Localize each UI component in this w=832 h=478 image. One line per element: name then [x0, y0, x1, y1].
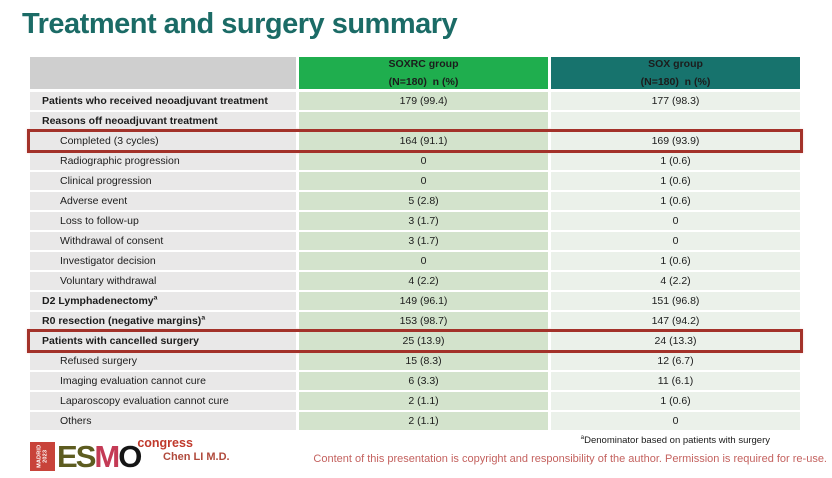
- presenter-name: Chen LI M.D.: [163, 451, 230, 463]
- header-empty-cell: [30, 57, 296, 89]
- row-label: Patients who received neoadjuvant treatm…: [30, 92, 296, 110]
- table-row: R0 resection (negative margins)a 153 (98.…: [30, 312, 800, 330]
- soxrc-value-cell: 2 (1.1): [299, 412, 548, 430]
- soxrc-value-cell: 0: [299, 252, 548, 270]
- sox-value-cell: 0: [551, 212, 800, 230]
- row-label: Imaging evaluation cannot cure: [30, 372, 296, 390]
- soxrc-value-cell: 25 (13.9): [299, 332, 548, 350]
- soxrc-value-cell: 0: [299, 172, 548, 190]
- footnote-text: Denominator based on patients with surge…: [584, 435, 770, 446]
- footnote-superscript: a: [580, 433, 585, 441]
- table-row: Patients who received neoadjuvant treatm…: [30, 92, 800, 110]
- table-row: Radiographic progression 0 1 (0.6): [30, 152, 800, 170]
- table-row: Investigator decision 0 1 (0.6): [30, 252, 800, 270]
- soxrc-value-cell: 2 (1.1): [299, 392, 548, 410]
- table-row-highlighted: Patients with cancelled surgery 25 (13.9)…: [27, 329, 803, 353]
- sox-value-cell: 12 (6.7): [551, 352, 800, 370]
- row-label-superscript: a: [153, 294, 158, 302]
- row-label: Laparoscopy evaluation cannot cure: [30, 392, 296, 410]
- table-row: D2 Lymphadenectomya 149 (96.1) 151 (96.8): [30, 292, 800, 310]
- esmo-logo-text: ESMO: [57, 439, 142, 474]
- row-label: Voluntary withdrawal: [30, 272, 296, 290]
- esmo-congress-logo: MADRID 2023 ESMO congress: [30, 436, 193, 474]
- table-header-row: SOXRC group (N=180) n (%) SOX group (N=1…: [30, 57, 800, 89]
- row-label: Radiographic progression: [30, 152, 296, 170]
- table-footnote: aDenominator based on patients with surg…: [580, 433, 770, 446]
- header-soxrc-group: SOXRC group (N=180) n (%): [299, 57, 548, 89]
- soxrc-value-cell: 15 (8.3): [299, 352, 548, 370]
- table-row: Clinical progression 0 1 (0.6): [30, 172, 800, 190]
- soxrc-value-cell: [299, 112, 548, 130]
- row-label: Others: [30, 412, 296, 430]
- table-row: Withdrawal of consent 3 (1.7) 0: [30, 232, 800, 250]
- sox-value-cell: 0: [551, 232, 800, 250]
- header-sox-title: SOX group: [648, 58, 703, 70]
- header-sox-group: SOX group (N=180) n (%): [551, 57, 800, 89]
- table-row: Voluntary withdrawal 4 (2.2) 4 (2.2): [30, 272, 800, 290]
- sox-value-cell: 147 (94.2): [551, 312, 800, 330]
- madrid-2023-label: MADRID 2023: [36, 444, 49, 469]
- table-body: Patients who received neoadjuvant treatm…: [27, 92, 803, 430]
- sox-value-cell: 24 (13.3): [551, 332, 800, 350]
- row-label: R0 resection (negative margins)a: [30, 312, 296, 330]
- sox-value-cell: 151 (96.8): [551, 292, 800, 310]
- soxrc-value-cell: 164 (91.1): [299, 132, 548, 150]
- soxrc-value-cell: 3 (1.7): [299, 232, 548, 250]
- madrid-2023-badge: MADRID 2023: [30, 442, 55, 471]
- sox-value-cell: 169 (93.9): [551, 132, 800, 150]
- header-sox-subtitle: (N=180) n (%): [640, 76, 711, 88]
- soxrc-value-cell: 179 (99.4): [299, 92, 548, 110]
- soxrc-value-cell: 3 (1.7): [299, 212, 548, 230]
- sox-value-cell: 1 (0.6): [551, 152, 800, 170]
- row-label: Withdrawal of consent: [30, 232, 296, 250]
- table-row: Laparoscopy evaluation cannot cure 2 (1.1…: [30, 392, 800, 410]
- congress-label: congress: [137, 436, 193, 450]
- table-row: Refused surgery 15 (8.3) 12 (6.7): [30, 352, 800, 370]
- sox-value-cell: 4 (2.2): [551, 272, 800, 290]
- sox-value-cell: 1 (0.6): [551, 192, 800, 210]
- sox-value-cell: 177 (98.3): [551, 92, 800, 110]
- table-row: Adverse event 5 (2.8) 1 (0.6): [30, 192, 800, 210]
- row-label: Loss to follow-up: [30, 212, 296, 230]
- soxrc-value-cell: 6 (3.3): [299, 372, 548, 390]
- soxrc-value-cell: 0: [299, 152, 548, 170]
- row-label: Patients with cancelled surgery: [30, 332, 296, 350]
- sox-value-cell: [551, 112, 800, 130]
- row-label-superscript: a: [201, 314, 206, 322]
- row-label: Completed (3 cycles): [30, 132, 296, 150]
- table-row: Imaging evaluation cannot cure 6 (3.3) 11 …: [30, 372, 800, 390]
- sox-value-cell: 1 (0.6): [551, 392, 800, 410]
- table-row: Others 2 (1.1) 0: [30, 412, 800, 430]
- copyright-notice: Content of this presentation is copyrigh…: [313, 453, 827, 465]
- soxrc-value-cell: 4 (2.2): [299, 272, 548, 290]
- table-row: Loss to follow-up 3 (1.7) 0: [30, 212, 800, 230]
- sox-value-cell: 0: [551, 412, 800, 430]
- soxrc-value-cell: 5 (2.8): [299, 192, 548, 210]
- row-label: D2 Lymphadenectomya: [30, 292, 296, 310]
- sox-value-cell: 11 (6.1): [551, 372, 800, 390]
- page-title: Treatment and surgery summary: [22, 8, 458, 40]
- treatment-surgery-table: SOXRC group (N=180) n (%) SOX group (N=1…: [27, 57, 803, 432]
- sox-value-cell: 1 (0.6): [551, 172, 800, 190]
- row-label: Investigator decision: [30, 252, 296, 270]
- sox-value-cell: 1 (0.6): [551, 252, 800, 270]
- row-label: Reasons off neoadjuvant treatment: [30, 112, 296, 130]
- table-row-highlighted: Completed (3 cycles) 164 (91.1) 169 (93.9): [27, 129, 803, 153]
- soxrc-value-cell: 153 (98.7): [299, 312, 548, 330]
- row-label: Adverse event: [30, 192, 296, 210]
- table-row: Reasons off neoadjuvant treatment: [30, 112, 800, 130]
- header-soxrc-subtitle: (N=180) n (%): [388, 76, 459, 88]
- soxrc-value-cell: 149 (96.1): [299, 292, 548, 310]
- header-soxrc-title: SOXRC group: [388, 58, 459, 70]
- row-label: Refused surgery: [30, 352, 296, 370]
- row-label: Clinical progression: [30, 172, 296, 190]
